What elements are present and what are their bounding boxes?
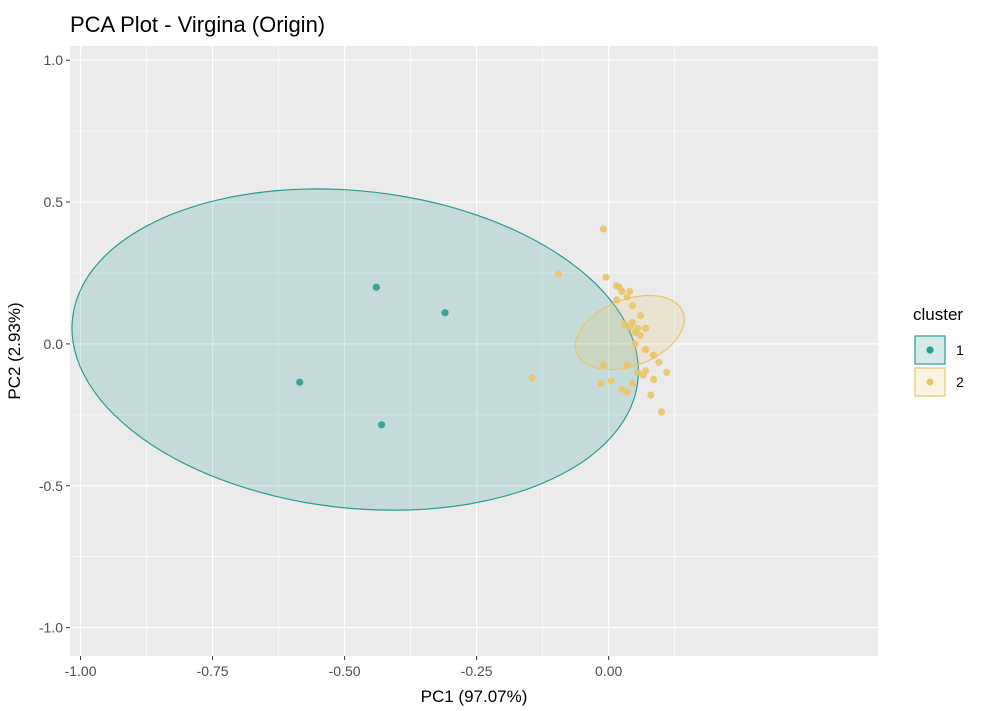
cluster-2-point xyxy=(657,408,666,416)
cluster-2-point xyxy=(642,324,650,332)
y-tick-label: -0.5 xyxy=(39,478,63,494)
cluster-2-point xyxy=(647,391,655,399)
legend: cluster 12 xyxy=(913,305,964,397)
cluster-2-point xyxy=(623,361,631,369)
x-tick-label: -0.75 xyxy=(197,663,229,679)
cluster-2-point xyxy=(642,346,650,354)
y-axis-ticks: -1.0 -0.5 0.0 0.5 1.0 xyxy=(39,52,70,636)
cluster-2-ellipse xyxy=(574,294,685,371)
y-tick-label: 0.5 xyxy=(44,194,64,210)
y-tick-label: -1.0 xyxy=(39,620,63,636)
y-tick-label: 0.0 xyxy=(44,336,64,352)
legend-title: cluster xyxy=(913,305,963,324)
cluster-2-point xyxy=(597,380,605,388)
cluster-1-point xyxy=(372,283,380,291)
chart-title: PCA Plot - Virgina (Origin) xyxy=(70,12,325,37)
cluster-2-point xyxy=(628,302,637,310)
cluster-2-point xyxy=(623,293,631,301)
cluster-2-point xyxy=(628,319,637,327)
grid-major xyxy=(70,46,878,656)
cluster-2-point xyxy=(650,351,658,359)
cluster-2-point xyxy=(655,358,663,366)
grid-minor xyxy=(70,46,878,656)
legend-entries: 12 xyxy=(914,335,964,397)
cluster-1-ellipse xyxy=(71,188,640,511)
cluster-1-point xyxy=(378,421,386,429)
cluster-2-point xyxy=(631,340,639,348)
cluster-2-point xyxy=(607,377,615,385)
cluster-2-point xyxy=(628,380,637,388)
data-points xyxy=(296,225,671,429)
cluster-2-point xyxy=(620,320,629,328)
y-axis-title: PC2 (2.93%) xyxy=(5,302,24,399)
cluster-2-point xyxy=(663,368,671,376)
cluster-2-point xyxy=(599,361,608,369)
cluster-ellipses xyxy=(71,188,685,511)
legend-label-1: 1 xyxy=(956,342,964,358)
x-axis-title: PC1 (97.07%) xyxy=(421,687,528,706)
cluster-2-point xyxy=(528,374,536,382)
x-tick-label: 0.00 xyxy=(595,663,622,679)
x-tick-label: -0.25 xyxy=(461,663,493,679)
cluster-1-point xyxy=(441,309,449,317)
cluster-2-point xyxy=(634,368,642,376)
cluster-2-point xyxy=(636,311,645,320)
cluster-2-point xyxy=(613,296,621,304)
x-tick-label: -0.50 xyxy=(329,663,361,679)
cluster-2-point xyxy=(618,385,626,393)
cluster-2-point xyxy=(599,225,608,233)
cluster-2-point xyxy=(626,287,634,295)
cluster-2-point xyxy=(615,283,623,291)
cluster-2-point xyxy=(554,270,563,278)
cluster-2-point xyxy=(634,324,642,332)
y-tick-label: 1.0 xyxy=(44,52,64,68)
plot-panel xyxy=(70,46,878,656)
legend-label-2: 2 xyxy=(956,374,964,390)
legend-key-point-2 xyxy=(926,378,934,386)
cluster-2-point xyxy=(642,367,650,375)
x-axis-ticks: -1.00 -0.75 -0.50 -0.25 0.00 xyxy=(65,656,623,679)
cluster-2-point xyxy=(602,273,610,281)
legend-key-point-1 xyxy=(926,346,934,354)
cluster-1-point xyxy=(296,378,304,386)
cluster-2-point xyxy=(650,375,658,383)
cluster-2-point xyxy=(636,331,645,339)
cluster-2-point xyxy=(623,388,631,396)
x-tick-label: -1.00 xyxy=(65,663,97,679)
